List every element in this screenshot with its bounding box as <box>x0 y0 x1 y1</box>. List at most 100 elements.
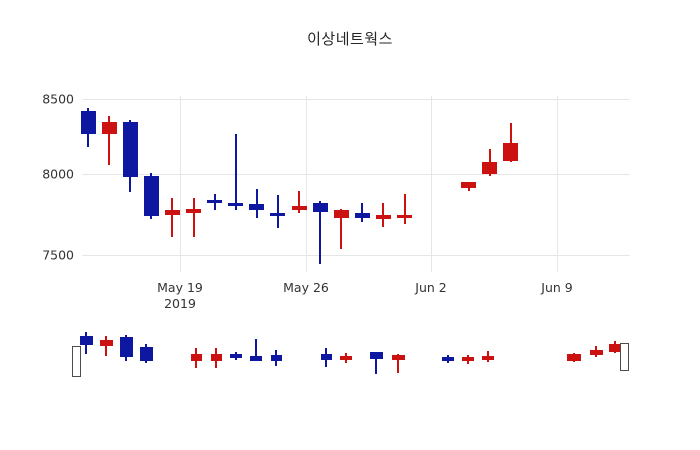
navigator-candle-body <box>589 350 603 355</box>
navigator-candlestick-down <box>79 310 93 390</box>
candle-body <box>291 205 307 210</box>
x-tick-main: May 19 <box>157 280 203 295</box>
navigator-candle-body <box>210 354 222 361</box>
gridline-8000 <box>82 174 630 175</box>
navigator-candle-body <box>340 356 352 360</box>
navigator-candle-body <box>391 355 405 360</box>
navigator-candle-body <box>250 356 262 361</box>
candle-body <box>101 121 117 134</box>
navigator-candlestick-down <box>250 310 262 390</box>
navigator-candle-body <box>567 354 581 361</box>
candle-wick <box>361 202 364 222</box>
navigator-candlestick-up <box>190 310 202 390</box>
navigator-candlestick-up <box>608 310 622 390</box>
navigator-candlestick-up <box>340 310 352 390</box>
candlestick-down <box>270 0 286 300</box>
navigator-candlestick-up <box>482 310 494 390</box>
navigator-candlestick-down <box>270 310 282 390</box>
navigator-candlestick-down <box>320 310 332 390</box>
navigator-candlestick-down <box>139 310 153 390</box>
candle-wick <box>108 115 111 165</box>
navigator-candle-body <box>119 337 133 357</box>
gridline-7500 <box>82 255 630 256</box>
navigator-candlestick-down <box>230 310 242 390</box>
navigator-candle-wick <box>105 336 107 356</box>
gridline-jun-9 <box>557 96 558 272</box>
candle-body <box>333 210 349 218</box>
candle-body <box>186 208 201 213</box>
candle-body <box>143 175 159 216</box>
candlestick-up <box>482 0 498 300</box>
candlestick-down <box>122 0 138 300</box>
navigator-candle-body <box>230 354 242 358</box>
candle-body <box>249 204 265 210</box>
candlestick-down <box>80 0 96 300</box>
candlestick-up <box>186 0 201 300</box>
candle-wick <box>171 198 174 237</box>
candlestick-up <box>397 0 412 300</box>
gridline-may-26 <box>306 96 307 272</box>
navigator-candlestick-up <box>391 310 405 390</box>
candle-wick <box>340 208 343 249</box>
navigator-candle-body <box>190 354 202 361</box>
candlestick-down <box>207 0 223 300</box>
candlestick-up <box>375 0 391 300</box>
candlestick-up <box>291 0 307 300</box>
navigator-candlestick-up <box>462 310 474 390</box>
navigator-candlestick-up <box>589 310 603 390</box>
candle-body <box>312 202 328 212</box>
candle-body <box>164 210 180 215</box>
y-tick-label: 8000 <box>42 166 74 182</box>
y-tick-label: 7500 <box>42 247 74 263</box>
candlestick-up <box>333 0 349 300</box>
candle-body <box>482 162 498 174</box>
navigator-candle-body <box>320 354 332 360</box>
x-tick-main: Jun 2 <box>415 280 447 295</box>
navigator-candle-body <box>99 340 113 346</box>
x-tick-label-1: May 26 <box>246 280 366 296</box>
navigator-candle-wick <box>255 339 257 361</box>
navigator-candlestick-down <box>442 310 454 390</box>
page-title: 이상네트웍스 <box>307 30 393 48</box>
navigator-candle-body <box>462 357 474 361</box>
gridline-jun-2 <box>431 96 432 272</box>
navigator-candle-body <box>270 355 282 361</box>
candle-wick <box>234 133 237 210</box>
candle-body <box>207 199 223 203</box>
candle-body <box>122 121 138 177</box>
navigator-candle-wick <box>397 354 399 373</box>
navigator-candle-body <box>369 352 383 359</box>
navigator-candle-body <box>608 344 622 352</box>
x-tick-label-0: May 19 2019 <box>120 280 240 312</box>
candle-body <box>270 213 286 216</box>
x-tick-main: Jun 9 <box>541 280 573 295</box>
candle-wick <box>403 193 406 224</box>
navigator-candle-body <box>139 347 153 361</box>
gridline-may-19 <box>180 96 181 272</box>
range-navigator[interactable] <box>0 310 700 390</box>
candle-wick <box>255 189 258 218</box>
range-start-handle[interactable] <box>72 346 81 377</box>
candle-body <box>503 142 519 161</box>
x-tick-year: 2019 <box>164 296 196 311</box>
navigator-candlestick-down <box>369 310 383 390</box>
candle-wick <box>298 190 300 213</box>
candle-wick <box>319 201 322 264</box>
gridline-8500 <box>82 99 630 100</box>
candle-body <box>80 111 96 134</box>
candle-body <box>397 214 412 218</box>
x-tick-label-3: Jun 9 <box>497 280 617 296</box>
range-end-handle[interactable] <box>620 343 629 371</box>
candle-body <box>228 202 244 206</box>
candlestick-up <box>101 0 117 300</box>
navigator-candle-body <box>442 357 454 361</box>
candlestick-up <box>503 0 519 300</box>
navigator-candlestick-up <box>210 310 222 390</box>
candle-wick <box>192 198 195 237</box>
y-axis: 8500 8000 7500 <box>24 0 74 450</box>
navigator-candle-body <box>482 356 494 360</box>
candlestick-down <box>228 0 244 300</box>
candle-body <box>461 181 477 188</box>
candle-body <box>375 214 391 219</box>
